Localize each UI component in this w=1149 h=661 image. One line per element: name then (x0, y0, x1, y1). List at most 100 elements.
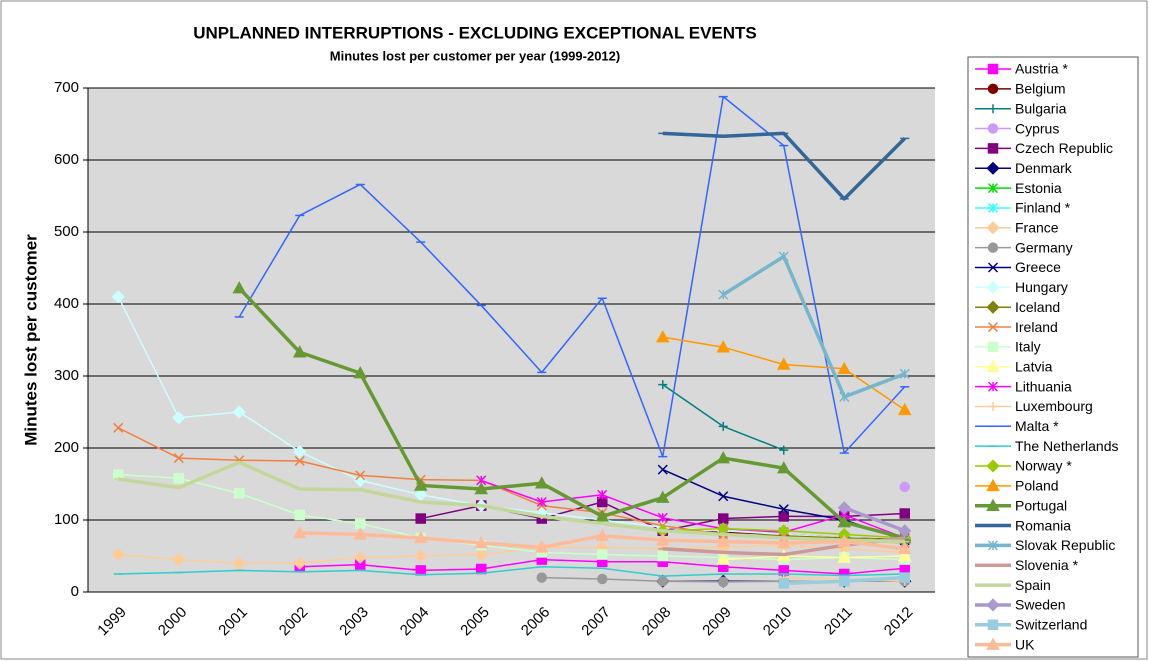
data-point (778, 578, 789, 589)
data-point (595, 528, 610, 542)
legend-label: Norway * (1015, 458, 1072, 474)
y-tick-label: 200 (54, 439, 79, 456)
legend-marker (986, 498, 1000, 511)
legend-marker (986, 221, 1000, 235)
data-point (597, 573, 608, 585)
data-point (173, 472, 184, 484)
legend-label: The Netherlands (1015, 438, 1119, 454)
data-point (716, 552, 731, 565)
legend-marker (986, 280, 1000, 294)
data-point (172, 553, 186, 567)
legend-marker (987, 262, 999, 273)
data-point (839, 575, 850, 587)
legend-marker (987, 123, 999, 134)
data-point (897, 548, 912, 562)
legend-marker (987, 322, 999, 333)
data-point (837, 501, 851, 515)
chart-title: UNPLANNED INTERRUPTIONS - EXCLUDING EXCE… (193, 23, 757, 42)
series-line (843, 506, 906, 533)
data-point (658, 380, 668, 390)
legend-marker (987, 341, 999, 353)
legend-label: UK (1015, 636, 1035, 652)
data-point (778, 511, 789, 522)
data-point (837, 361, 852, 375)
data-point (474, 481, 489, 495)
data-point (597, 489, 608, 500)
data-point (232, 405, 246, 419)
legend-label: Cyprus (1015, 120, 1059, 136)
data-point (474, 547, 488, 562)
data-point (172, 411, 186, 425)
data-point (898, 524, 912, 538)
data-point (718, 576, 729, 588)
data-point (413, 478, 428, 491)
data-point (899, 508, 910, 519)
data-point (899, 368, 910, 379)
legend-label: Poland (1015, 478, 1059, 494)
data-point (534, 540, 549, 553)
legend-label: Hungary (1015, 279, 1068, 295)
legend-label: Greece (1015, 259, 1061, 275)
data-point (113, 422, 124, 433)
data-point (111, 290, 125, 304)
data-point (779, 445, 789, 455)
legend-marker (987, 63, 999, 75)
data-point (597, 549, 608, 560)
legend-marker (987, 381, 999, 392)
legend-box (967, 56, 1139, 658)
legend-label: Slovak Republic (1015, 537, 1115, 553)
legend-label: Finland * (1015, 200, 1071, 216)
legend-label: Austria * (1015, 61, 1068, 77)
data-point (111, 547, 125, 562)
legend-label: Estonia (1015, 180, 1062, 196)
data-point (776, 357, 791, 370)
legend-label: Lithuania (1015, 378, 1072, 394)
legend-label: Spain (1015, 577, 1051, 593)
data-point (718, 491, 729, 502)
data-point (232, 556, 246, 570)
y-tick-label: 100 (54, 511, 79, 528)
legend-label: Luxembourg (1015, 398, 1093, 414)
legend-label: Czech Republic (1015, 140, 1113, 156)
data-point (415, 565, 426, 576)
legend-label: Italy (1015, 339, 1041, 355)
data-point (173, 453, 184, 464)
legend-label: Iceland (1015, 299, 1060, 315)
data-point (476, 563, 487, 575)
data-point (837, 515, 852, 528)
legend-label: Denmark (1015, 160, 1073, 176)
legend-label: Latvia (1015, 358, 1053, 374)
legend-label: Malta * (1015, 418, 1059, 434)
data-point (414, 549, 428, 563)
legend-marker (987, 202, 999, 213)
data-point (899, 562, 910, 574)
series-line (722, 254, 906, 399)
data-point (897, 402, 912, 416)
data-point (716, 451, 731, 464)
series-line (117, 296, 905, 541)
data-point (718, 421, 728, 431)
legend-marker (986, 478, 1000, 492)
data-point (657, 550, 668, 562)
series-line (118, 473, 905, 561)
data-point (657, 512, 668, 523)
data-point (897, 541, 912, 555)
data-point (234, 488, 245, 499)
data-point (536, 496, 547, 508)
data-point (899, 572, 910, 583)
data-point (837, 550, 852, 563)
data-point (353, 366, 368, 379)
legend-label: Germany (1015, 239, 1073, 255)
series-line (118, 544, 905, 564)
legend-label: Sweden (1015, 597, 1066, 613)
data-point (534, 476, 549, 489)
y-tick-label: 600 (54, 151, 79, 168)
series-line (237, 286, 906, 540)
data-point (355, 470, 366, 481)
legend-label: France (1015, 220, 1059, 236)
y-tick-label: 300 (54, 367, 79, 384)
legend-marker (987, 83, 999, 95)
data-point (718, 513, 729, 524)
